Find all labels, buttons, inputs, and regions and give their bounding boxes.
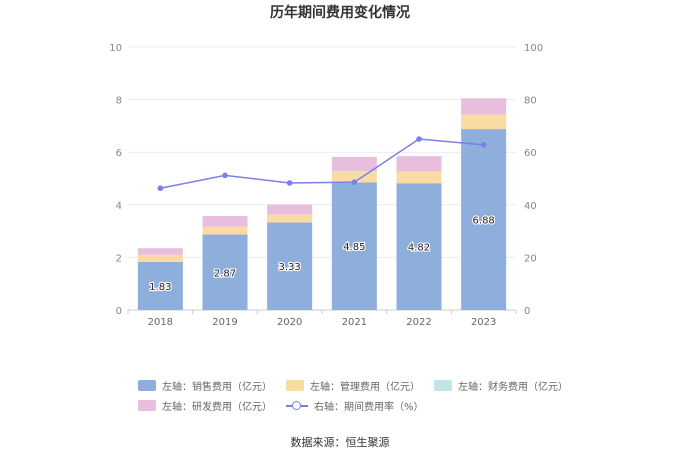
- bar-sales: [267, 222, 313, 310]
- x-axis-ticks: 2018 2019 2020 2021 2022 2023: [127, 310, 517, 328]
- x-tick-label: 2020: [277, 317, 302, 328]
- legend-label: 左轴：销售费用（亿元）: [162, 382, 272, 393]
- legend-item-rate[interactable]: 右轴：期间费用率（%）: [286, 398, 424, 413]
- bar-sales: [396, 183, 442, 310]
- legend-label: 左轴：财务费用（亿元）: [458, 382, 568, 393]
- bar-value-label: 3.33: [279, 262, 301, 273]
- left-tick-label: 4: [116, 201, 122, 212]
- legend-label: 左轴：管理费用（亿元）: [310, 382, 420, 393]
- left-tick-label: 2: [116, 253, 122, 264]
- legend-item-admin[interactable]: 左轴：管理费用（亿元）: [286, 378, 420, 393]
- legend-swatch: [138, 380, 156, 391]
- bar-value-label: 4.85: [343, 242, 365, 253]
- legend-swatch: [286, 380, 304, 391]
- bar-value-labels: 1.83 2.87 3.33 4.85 4.82 6.88: [148, 214, 496, 294]
- bar-value-label: 4.82: [408, 243, 430, 254]
- bar-rd: [267, 204, 313, 215]
- rate-point: [351, 179, 358, 185]
- bar-admin: [137, 254, 183, 262]
- legend-label: 左轴：研发费用（亿元）: [162, 402, 272, 413]
- bar-sales: [137, 261, 183, 310]
- rate-point: [480, 142, 487, 148]
- bar-sales: [331, 182, 377, 310]
- left-tick-label: 0: [116, 306, 122, 317]
- legend-item-rd[interactable]: 左轴：研发费用（亿元）: [138, 398, 272, 413]
- chart-plot: 0 2 4 6 8 10 0 20 40 60 80 100 1.83 2.87 3.33 4.85 4.8…: [109, 43, 543, 328]
- x-tick-label: 2021: [342, 317, 367, 328]
- left-axis-ticks: 0 2 4 6 8 10: [109, 43, 122, 317]
- left-tick-label: 8: [116, 96, 122, 107]
- bar-value-label: 1.83: [149, 282, 171, 293]
- data-source: 数据来源：恒生聚源: [290, 436, 390, 449]
- right-tick-label: 100: [524, 43, 543, 54]
- legend-swatch: [138, 400, 156, 411]
- bar-admin: [396, 171, 442, 184]
- right-tick-label: 60: [524, 148, 537, 159]
- bar-rd: [396, 156, 442, 172]
- legend-label: 右轴：期间费用率（%）: [314, 402, 424, 413]
- right-tick-label: 20: [524, 253, 537, 264]
- bar-series: [137, 98, 507, 310]
- rate-line-series: [157, 136, 487, 192]
- bar-admin: [202, 226, 248, 235]
- right-tick-label: 40: [524, 201, 537, 212]
- bar-sales: [202, 234, 248, 310]
- bar-sales: [461, 129, 507, 310]
- right-tick-label: 0: [524, 306, 530, 317]
- bar-value-label: 2.87: [214, 268, 236, 279]
- x-tick-label: 2023: [471, 317, 496, 328]
- x-tick-label: 2022: [406, 317, 431, 328]
- right-tick-label: 80: [524, 96, 537, 107]
- legend-swatch: [434, 380, 452, 391]
- x-tick-label: 2018: [148, 317, 173, 328]
- rate-line: [160, 138, 484, 189]
- rate-point: [416, 136, 422, 142]
- bar-rd: [202, 216, 248, 227]
- bar-rd: [137, 248, 183, 255]
- bar-finance: [331, 170, 377, 172]
- chart-title: 历年期间费用变化情况: [270, 5, 410, 21]
- legend-item-finance[interactable]: 左轴：财务费用（亿元）: [434, 378, 568, 393]
- left-tick-label: 6: [116, 148, 122, 159]
- x-tick-label: 2019: [212, 317, 237, 328]
- legend-item-sales[interactable]: 左轴：销售费用（亿元）: [138, 378, 272, 393]
- bar-admin: [267, 214, 313, 223]
- bar-admin: [331, 171, 377, 183]
- bar-rd: [331, 156, 377, 171]
- grid-lines: [128, 46, 516, 311]
- left-tick-label: 10: [109, 43, 122, 54]
- legend-swatch: [286, 400, 308, 411]
- rate-point: [222, 172, 228, 179]
- bar-rd: [461, 98, 507, 115]
- rate-point: [157, 185, 164, 192]
- rate-point: [286, 180, 293, 186]
- bar-admin: [461, 114, 507, 130]
- bar-value-label: 6.88: [473, 216, 495, 227]
- right-axis-ticks: 0 20 40 60 80 100: [524, 43, 543, 317]
